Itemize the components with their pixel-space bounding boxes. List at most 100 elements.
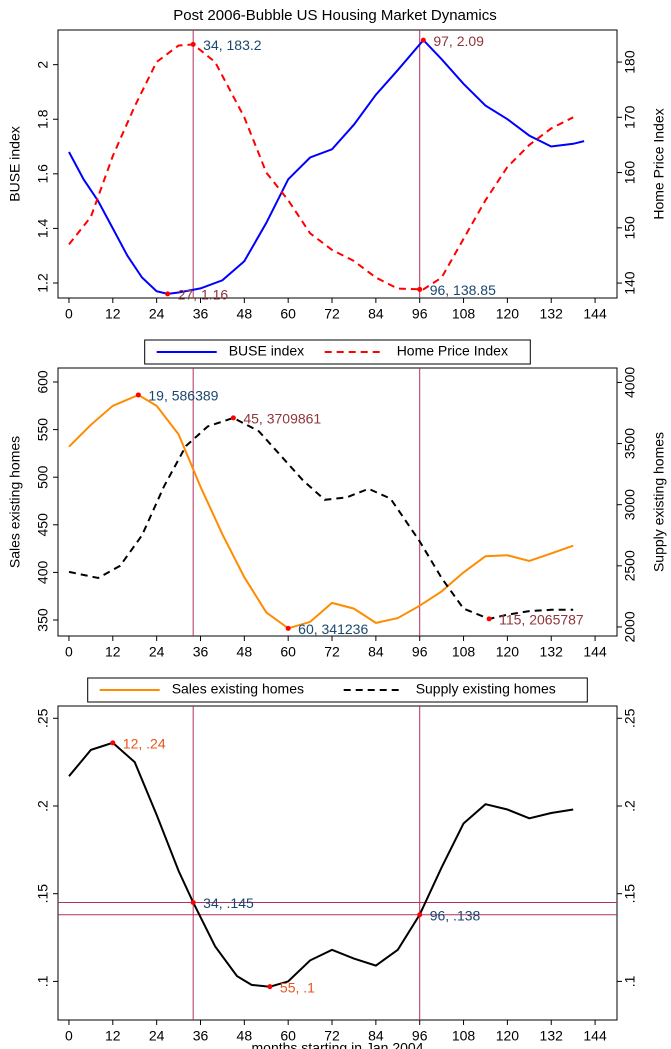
y-tick-label: .15	[35, 884, 51, 904]
y-tick-label: 350	[35, 608, 51, 632]
annotation-marker	[285, 625, 291, 631]
y-tick-label: 600	[35, 370, 51, 394]
annotation: 97, 2.09	[433, 33, 484, 49]
x-tick-label: 60	[280, 644, 296, 660]
y-tick-label: 2	[35, 61, 51, 69]
annotation-marker	[110, 740, 116, 746]
y-tick-label: .1	[622, 975, 638, 987]
y-tick-label: .2	[35, 800, 51, 812]
y-tick-label: .25	[35, 708, 51, 728]
annotation-marker	[135, 392, 141, 398]
x-tick-label: 24	[149, 644, 165, 660]
annotation: 96, .138	[430, 907, 481, 923]
series-line	[68, 393, 574, 630]
x-tick-label: 84	[368, 306, 384, 322]
y-tick-label: 160	[622, 161, 638, 185]
x-tick-label: 132	[540, 306, 564, 322]
x-tick-label: 36	[193, 644, 209, 660]
x-tick-label: 96	[412, 306, 428, 322]
y-axis-title: BUSE index	[7, 126, 23, 201]
y-tick-label: 170	[622, 105, 638, 129]
y-tick-label: 1.4	[35, 218, 51, 238]
x-tick-label: 48	[237, 1028, 253, 1044]
y-tick-label: 2500	[622, 550, 638, 581]
x-tick-label: 36	[193, 1028, 209, 1044]
x-tick-label: 48	[237, 306, 253, 322]
x-tick-label: 24	[149, 1028, 165, 1044]
annotation-marker	[420, 37, 426, 43]
x-tick-label: 132	[540, 1028, 564, 1044]
x-tick-label: 84	[368, 644, 384, 660]
y-tick-label: 1.6	[35, 164, 51, 184]
x-tick-label: 60	[280, 1028, 296, 1044]
annotation-marker	[417, 286, 423, 292]
annotation-marker	[486, 616, 492, 622]
plot-frame	[57, 367, 618, 637]
y-tick-label: 150	[622, 216, 638, 240]
x-tick-label: 108	[452, 306, 476, 322]
annotation: 34, 183.2	[203, 37, 262, 53]
x-tick-label: 120	[496, 1028, 520, 1044]
chart-title: Post 2006-Bubble US Housing Market Dynam…	[173, 7, 496, 24]
annotation-marker	[267, 984, 273, 990]
y-tick-label: 3000	[622, 489, 638, 520]
x-axis-title: months starting in Jan 2004	[252, 1040, 424, 1049]
y-tick-label: 140	[622, 271, 638, 295]
y-tick-label: .25	[622, 708, 638, 728]
y-tick-label: 400	[35, 561, 51, 585]
series-line	[68, 43, 574, 291]
x-tick-label: 84	[368, 1028, 384, 1044]
y-tick-label: 1.2	[35, 273, 51, 293]
legend-label: Supply existing homes	[416, 681, 556, 697]
series-line	[68, 741, 574, 988]
x-tick-label: 144	[583, 1028, 607, 1044]
x-tick-label: 12	[105, 1028, 121, 1044]
legend-label: Sales existing homes	[172, 681, 304, 697]
y-tick-label: 450	[35, 513, 51, 537]
y-tick-label: .2	[622, 800, 638, 812]
x-tick-label: 24	[149, 306, 165, 322]
x-tick-label: 96	[412, 1028, 428, 1044]
x-tick-label: 108	[452, 1028, 476, 1044]
y-tick-label: 500	[35, 465, 51, 489]
x-tick-label: 72	[324, 644, 340, 660]
y-tick-label: 1.8	[35, 109, 51, 129]
annotation: 12, .24	[123, 736, 166, 752]
y2-axis-title: Home Price Index	[651, 108, 667, 219]
legend-label: Home Price Index	[397, 343, 508, 359]
y-tick-label: 2000	[622, 611, 638, 642]
plot-frame	[57, 29, 618, 299]
x-tick-label: 0	[65, 644, 73, 660]
x-tick-label: 120	[496, 644, 520, 660]
annotation: 115, 2065787	[499, 612, 584, 628]
y-axis-title: Sales existing homes	[7, 436, 23, 568]
series-line	[68, 416, 574, 620]
y-tick-label: 550	[35, 418, 51, 442]
x-tick-label: 36	[193, 306, 209, 322]
x-tick-label: 12	[105, 644, 121, 660]
annotation: 45, 3709861	[243, 411, 321, 427]
series-line	[68, 38, 585, 295]
legend-box	[87, 677, 588, 703]
annotation-marker	[230, 415, 236, 421]
annotation: 60, 341236	[298, 621, 368, 637]
x-tick-label: 132	[540, 644, 564, 660]
annotation-marker	[417, 912, 423, 918]
annotation: 19, 586389	[148, 388, 218, 404]
x-tick-label: 72	[324, 1028, 340, 1044]
x-tick-label: 144	[583, 306, 607, 322]
y-tick-label: .15	[622, 884, 638, 904]
y-tick-label: 180	[622, 50, 638, 74]
y2-axis-title: Supply existing homes	[651, 432, 667, 572]
annotation: 27, 1.16	[178, 287, 229, 303]
plot-frame	[57, 705, 618, 1021]
x-tick-label: 48	[237, 644, 253, 660]
x-tick-label: 12	[105, 306, 121, 322]
x-tick-label: 96	[412, 644, 428, 660]
annotation: 96, 138.85	[430, 282, 496, 298]
x-tick-label: 60	[280, 306, 296, 322]
annotation: 55, .1	[280, 979, 315, 995]
y-tick-label: 4000	[622, 367, 638, 398]
x-tick-label: 0	[65, 1028, 73, 1044]
